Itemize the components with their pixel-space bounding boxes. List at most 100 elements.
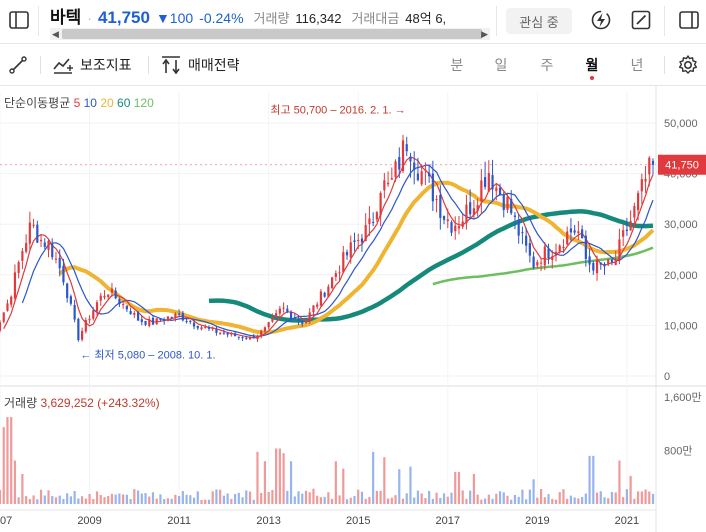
candle-body	[573, 230, 576, 233]
header-divider	[38, 6, 39, 36]
period-tab-day[interactable]: 일	[486, 44, 516, 86]
volume-bar	[289, 461, 293, 504]
volume-bar	[495, 493, 498, 504]
period-tab-year[interactable]: 년	[622, 44, 652, 86]
volume-bar	[170, 498, 173, 504]
price-change: ▼100	[155, 10, 194, 26]
volume-bar	[54, 497, 58, 504]
candle-body	[39, 239, 43, 242]
volume-bar	[129, 498, 132, 504]
candle-body	[200, 327, 203, 330]
volume-bar	[513, 494, 517, 504]
candle-body	[118, 299, 121, 305]
candle-body	[99, 295, 102, 301]
volume-bar	[558, 492, 561, 504]
candle-body	[648, 157, 651, 175]
volume-bar	[312, 488, 315, 504]
volume-bar	[17, 497, 20, 504]
candle-body	[170, 317, 173, 319]
volume-bar	[226, 493, 229, 504]
sidebar-right-icon[interactable]	[678, 9, 700, 31]
strategy-icon	[162, 56, 180, 75]
lightning-icon[interactable]	[590, 9, 612, 31]
volume-bar	[607, 498, 610, 504]
chart-annotations: 41,750 최고 50,700 – 2016. 2. 1. → ← 최저 5,08…	[0, 103, 706, 361]
candle-body	[517, 219, 520, 236]
stock-name: 바텍	[50, 8, 82, 27]
period-label: 일	[494, 57, 508, 73]
candle-body	[364, 224, 367, 242]
period-label: 년	[630, 57, 644, 73]
candle-body	[588, 256, 591, 265]
candle-body	[483, 177, 487, 187]
candle-body	[163, 319, 166, 321]
candle-body	[401, 140, 405, 172]
volume-bar	[573, 497, 576, 504]
watchlist-button[interactable]: 관심 중	[506, 8, 572, 34]
candle-body	[472, 208, 476, 215]
volume-bar	[394, 495, 397, 504]
price-tick-label: 30,000	[664, 219, 698, 231]
candle-body	[353, 240, 356, 242]
settings-button[interactable]	[677, 44, 699, 86]
indicators-button[interactable]: 보조지표	[52, 44, 132, 86]
candle-body	[386, 182, 390, 185]
period-tab-minute[interactable]: 분	[442, 44, 472, 86]
candle-body	[450, 222, 453, 233]
ma-legend-20: 20	[100, 96, 114, 110]
candle-body	[636, 193, 640, 211]
edit-icon[interactable]	[630, 9, 652, 31]
volume-bar	[569, 495, 573, 504]
period-tab-week[interactable]: 주	[532, 44, 562, 86]
volume-bar	[241, 497, 244, 504]
sidebar-left-icon[interactable]	[8, 9, 30, 31]
volume-bar	[446, 496, 449, 504]
candle-body	[0, 322, 2, 331]
candle-body	[603, 263, 606, 267]
candle-body	[73, 304, 76, 320]
volume-bars	[0, 417, 655, 504]
volume-bar	[331, 498, 334, 504]
candle-body	[174, 313, 177, 318]
scrollbar-thumb[interactable]	[62, 29, 482, 39]
scroll-right-arrow[interactable]: ▶	[481, 29, 488, 39]
candle-body	[293, 318, 296, 320]
period-tab-month[interactable]: 월	[577, 44, 607, 86]
time-tick-label: 2007	[0, 515, 12, 527]
candle-body	[528, 243, 531, 256]
strategy-button[interactable]: 매매전략	[160, 44, 240, 86]
ma20-line	[58, 180, 655, 335]
volume-bar	[357, 489, 360, 504]
scroll-left-arrow[interactable]: ◀	[52, 29, 59, 39]
candle-body	[569, 228, 573, 233]
volume-bar	[6, 417, 9, 504]
price-chart[interactable]: 010,00020,00030,00040,00050,000800만1,600…	[0, 86, 706, 532]
candle-body	[424, 169, 427, 171]
candle-body	[80, 331, 84, 340]
volume-bar	[122, 494, 125, 504]
volume-bar	[566, 498, 569, 504]
volume-bar	[10, 417, 13, 504]
volume-bar	[282, 453, 285, 504]
volume-bar	[409, 466, 412, 504]
volume-bar	[159, 494, 162, 504]
candle-body	[185, 321, 188, 323]
volume-bar	[286, 490, 289, 504]
candle-body	[595, 259, 599, 274]
volume-bar	[69, 496, 72, 504]
volume-bar	[248, 491, 252, 504]
candle-body	[390, 178, 393, 180]
draw-tool-button[interactable]	[8, 44, 28, 86]
candle-body	[304, 321, 308, 323]
volume-bar	[517, 496, 520, 504]
header-scrollbar[interactable]: ◀ ▶	[50, 28, 490, 40]
candle-body	[267, 322, 270, 328]
volume-bar	[99, 494, 102, 504]
volume-bar	[581, 497, 584, 504]
candle-body	[349, 242, 352, 258]
volume-bar	[472, 473, 476, 504]
price-tick-label: 10,000	[664, 320, 698, 332]
volume-bar	[84, 498, 87, 504]
candle-body	[219, 333, 222, 335]
volume-bar	[633, 498, 636, 504]
